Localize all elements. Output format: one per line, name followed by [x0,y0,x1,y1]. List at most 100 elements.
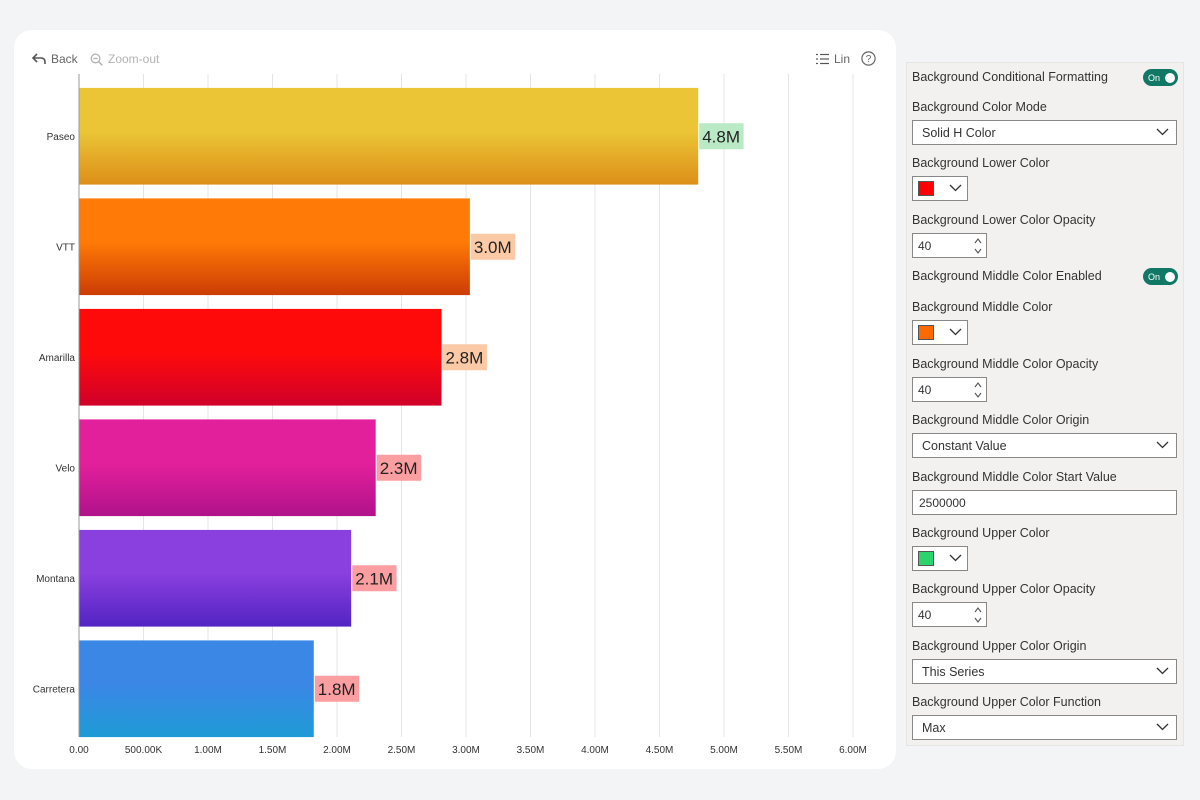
category-label: VTT [56,242,75,253]
x-tick-label: 2.00M [323,745,351,756]
back-label: Back [51,52,78,66]
color-swatch [918,325,934,340]
data-label: 1.8M [318,680,356,699]
x-tick-label: 0.00 [69,745,89,756]
bg-middle-start-input[interactable]: 2500000 [912,490,1177,515]
bg-lower-opacity-spinner[interactable]: 40 [912,233,987,258]
toggle-text: On [1148,271,1161,282]
dropdown-value: Max [922,720,946,735]
back-button[interactable]: Back [32,52,78,66]
bg-upper-origin-dropdown[interactable]: This Series [912,659,1177,684]
x-tick-label: 4.50M [646,745,674,756]
spinner-value: 40 [918,607,932,622]
data-label-background [352,565,397,592]
chevron-down-icon [1156,441,1169,449]
x-tick-label: 2.50M [388,745,416,756]
bg-color-mode-dropdown[interactable]: Solid H Color [912,120,1177,145]
dropdown-value: This Series [922,664,985,679]
bg-middle-start-label: Background Middle Color Start Value [912,470,1117,484]
toggle-knob [1165,271,1175,282]
scale-label: Lin [834,52,851,66]
spinner-arrows-icon[interactable] [973,605,983,625]
spinner-arrows-icon[interactable] [973,380,983,400]
back-arrow-icon [32,53,46,64]
bg-upper-origin-label: Background Upper Color Origin [912,639,1087,653]
data-label: 3.0M [474,238,512,257]
bg-conditional-formatting-toggle[interactable]: On [1143,69,1178,86]
data-label: 2.3M [380,459,418,478]
dropdown-value: Constant Value [922,438,1007,453]
data-label-background [376,454,422,481]
format-panel: Background Conditional Formatting On Bac… [906,62,1184,746]
x-tick-label: 3.00M [452,745,480,756]
spinner-value: 40 [918,382,932,397]
chevron-down-icon [949,554,962,562]
data-label-background [699,123,744,150]
bg-upper-function-label: Background Upper Color Function [912,695,1101,709]
category-label: Amarilla [39,353,76,364]
bg-upper-opacity-spinner[interactable]: 40 [912,602,987,627]
data-label: 2.1M [355,569,393,588]
list-icon [816,53,829,65]
bg-lower-color-picker[interactable] [912,176,968,201]
x-tick-label: 6.00M [839,745,867,756]
bg-upper-color-label: Background Upper Color [912,526,1050,540]
data-label-background [470,233,516,260]
svg-text:?: ? [866,54,872,65]
bg-conditional-formatting-label: Background Conditional Formatting [912,70,1108,84]
chart-card: Back Zoom-out Lin ? Paseo 4.8M VTT 3.0M Amar… [14,30,896,769]
chevron-down-icon [949,184,962,192]
toggle-knob [1165,72,1175,83]
chevron-down-icon [1156,128,1169,136]
bar-amarilla [79,308,442,406]
bg-middle-color-picker[interactable] [912,320,968,345]
bar-vtt [79,198,470,296]
x-tick-label: 4.00M [581,745,609,756]
x-tick-label: 5.00M [710,745,738,756]
color-swatch [918,181,934,196]
x-tick-label: 3.50M [517,745,545,756]
toggle-text: On [1148,72,1161,83]
dropdown-value: Solid H Color [922,125,996,140]
data-label: 4.8M [702,127,740,146]
chevron-down-icon [1156,667,1169,675]
bg-middle-opacity-spinner[interactable]: 40 [912,377,987,402]
bar-chart: Paseo 4.8M VTT 3.0M Amarilla 2.8M Velo 2.3M Mont… [33,74,867,756]
spinner-value: 40 [918,238,932,253]
bg-color-mode-label: Background Color Mode [912,100,1047,114]
bg-upper-color-picker[interactable] [912,546,968,571]
color-swatch [918,551,934,566]
category-label: Paseo [47,132,76,143]
bg-middle-origin-label: Background Middle Color Origin [912,413,1090,427]
bar-carretera [79,640,314,738]
chevron-down-icon [949,328,962,336]
x-tick-label: 5.50M [775,745,803,756]
zoom-out-button[interactable]: Zoom-out [90,52,159,66]
x-tick-label: 500.00K [125,745,163,756]
data-label-background [314,675,360,702]
scale-toggle-button[interactable]: Lin [816,52,850,66]
bg-middle-color-label: Background Middle Color [912,300,1053,314]
help-icon: ? [861,51,876,66]
category-label: Velo [56,463,76,474]
bg-middle-origin-dropdown[interactable]: Constant Value [912,433,1177,458]
input-value: 2500000 [919,495,966,510]
bar-velo [79,419,376,517]
zoom-out-icon [90,53,103,66]
data-label: 2.8M [445,348,483,367]
bg-lower-color-label: Background Lower Color [912,156,1050,170]
category-label: Carretera [33,684,76,695]
bg-middle-enabled-label: Background Middle Color Enabled [912,269,1102,283]
bg-middle-enabled-toggle[interactable]: On [1143,268,1178,285]
bg-upper-function-dropdown[interactable]: Max [912,715,1177,740]
spinner-arrows-icon[interactable] [973,236,983,256]
help-button[interactable]: ? [861,51,876,66]
bg-upper-opacity-label: Background Upper Color Opacity [912,582,1096,596]
category-label: Montana [36,574,75,585]
chevron-down-icon [1156,723,1169,731]
zoom-out-label: Zoom-out [108,52,160,66]
bg-lower-opacity-label: Background Lower Color Opacity [912,213,1096,227]
bar-paseo [79,87,699,185]
data-label-background [442,344,487,371]
x-tick-label: 1.50M [259,745,287,756]
